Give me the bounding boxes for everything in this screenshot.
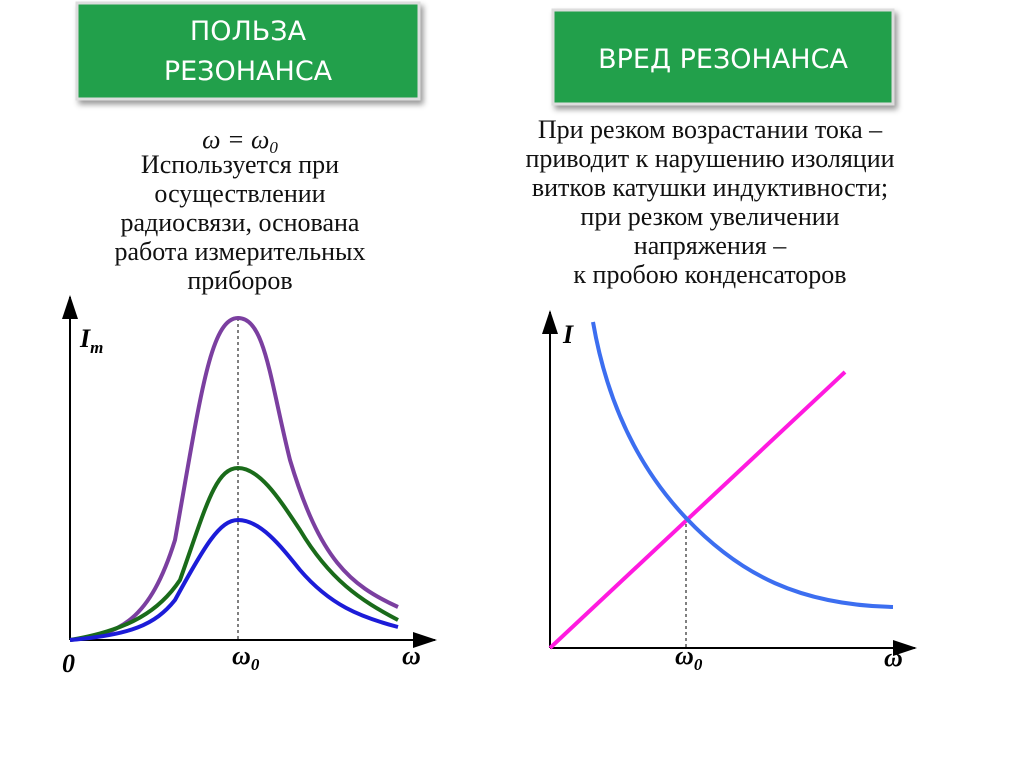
x-label: ω (402, 641, 421, 670)
text-line: приводит к нарушению изоляции (525, 144, 894, 173)
y-label-sub: m (90, 338, 103, 357)
formula-main: ω = ω (202, 125, 269, 154)
x-mark-sub: 0 (694, 655, 703, 674)
formula-sub: 0 (269, 138, 278, 157)
text-line: радиосвязи, основана (121, 208, 360, 237)
button-text: ВРЕД РЕЗОНАНСА (598, 44, 848, 75)
curve-blue (591, 321, 894, 609)
resonance-label: ω0 (232, 641, 260, 674)
button-text: РЕЗОНАНСА (164, 56, 333, 87)
text-line: к пробою конденсаторов (573, 260, 846, 289)
resonance-label: ω0 (675, 641, 703, 674)
x-label: ω (884, 643, 903, 672)
text-line: Используется при (141, 150, 339, 179)
y-label-main: I (79, 324, 91, 353)
formula: ω = ω0 (202, 125, 278, 157)
origin-label: 0 (62, 649, 75, 678)
y-label: I (562, 320, 574, 349)
curve-blue (69, 517, 399, 642)
x-mark-main: ω (675, 641, 694, 670)
benefit-button (75, 1, 421, 101)
curve-purple (69, 315, 399, 642)
text-line: работа измерительных (115, 237, 366, 266)
y-label: Im (79, 324, 103, 357)
x-mark-sub: 0 (251, 655, 260, 674)
button-text: ПОЛЬЗА (190, 16, 307, 47)
text-line: напряжения – (634, 231, 787, 260)
text-line: витков катушки индуктивности; (532, 173, 888, 202)
line-magenta (548, 370, 847, 650)
text-line: при резком увеличении (580, 202, 839, 231)
x-mark-main: ω (232, 641, 251, 670)
text-line: осуществлении (154, 179, 325, 208)
text-line: При резком возрастании тока – (538, 115, 883, 144)
text-line: приборов (187, 266, 292, 295)
curve-green (69, 465, 399, 642)
harm-button (551, 8, 895, 106)
